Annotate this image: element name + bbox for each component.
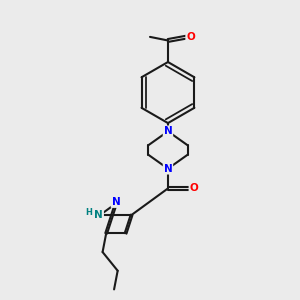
Text: O: O [189,183,198,194]
Text: O: O [186,32,195,42]
Text: N: N [164,126,172,136]
Text: N: N [164,164,172,174]
Text: N: N [112,197,120,207]
Text: N: N [94,210,103,220]
Text: H: H [85,208,92,217]
